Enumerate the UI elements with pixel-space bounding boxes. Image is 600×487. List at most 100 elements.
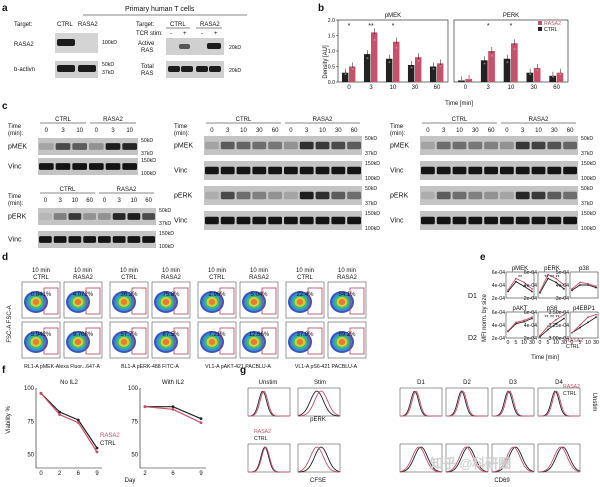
chart-b-xtick: 3 [487,85,491,91]
panel-a-group-rasa2: RASA2 [200,22,220,28]
blot-band [563,191,577,200]
chart-b-dot [536,69,539,72]
blot-band [484,216,498,225]
blot-row-label: pMEK [8,144,27,151]
panel-a-row-total: Total RAS [141,64,154,77]
blot-band [315,216,330,225]
blot-strip [420,186,578,205]
histogram-curve [247,390,290,417]
blot-band [347,166,361,175]
chart-e-ytick: 3.25e-04 [549,323,570,329]
blot-band [220,191,235,200]
chart-f-point [171,405,175,409]
chart-e-point [515,277,517,280]
blot-marker: 150kD [365,211,380,217]
histogram-curve [445,446,489,473]
blot-time-tick: 10 [76,128,83,134]
blot-band [452,191,467,200]
marker-a-100kd: 100kD [102,40,117,46]
histogram-col-label: D3 [509,380,517,386]
blot-band [468,166,483,175]
chart-e-point [523,281,525,284]
histogram-col-label: Stim [314,380,326,386]
blot-band [53,213,67,220]
chart-b-bar [465,78,473,82]
blot-time-tick: 60 [488,128,495,134]
histogram-curve [491,446,535,473]
chart-e-point [595,285,597,288]
blot-marker: 50kD [159,208,171,214]
blot-strip [420,136,578,155]
panel-d-letter: d [2,252,8,263]
chart-e-point [595,313,597,316]
blot-row-label: pMEK [390,143,409,150]
chart-e-point [587,284,589,286]
blot-time-tick: 10 [240,128,247,134]
blot-row-label: Vinc [390,218,404,225]
chart-e-point [523,320,525,323]
chart-e-xtick: 30 [561,340,567,346]
chart-e-title: pERK [544,266,560,272]
chart-e-point [547,277,549,280]
histogram-curve [247,446,290,473]
chart-e-point [531,317,533,320]
blot-marker: 150kD [581,211,596,217]
chart-b-dot [559,73,562,76]
chart-b-bar [533,68,541,82]
chart-f-point [39,391,43,395]
blot-band [531,191,546,200]
blot-time-tick: 0 [44,198,48,204]
chart-f-xtick: 9 [95,471,99,477]
blot-time-tick: 3 [442,128,446,134]
blot-band [563,166,577,175]
chart-e-line [571,281,597,290]
blot-a-rasa2 [55,33,98,53]
blot-band [112,213,126,220]
blot-row-label: Vinc [390,168,404,175]
blot-group-label: CTRL [452,117,468,123]
blot-band [39,236,52,243]
flow-gate [261,327,277,355]
chart-e-ytick: 3.50e-04 [549,310,570,316]
marker-a-37kd: 37kD [102,70,114,76]
flow-xlabel: VL1-A pAKT-421 PACBLU-A [205,364,271,370]
blot-marker: 37kD [581,151,593,157]
histogram-col-label: Unstim [259,380,278,386]
chart-e-point [507,289,509,292]
chart-f-title: No IL2 [60,380,78,386]
histogram-curve [297,446,341,473]
legend-b-rasa2: RASA2 [544,21,561,27]
flow-percent: 4.072% [73,292,94,298]
blot-band [484,141,498,150]
chart-e-title: pMEK [512,266,528,272]
chart-f-xtick: 9 [199,471,203,477]
blot-row-label: pERK [390,193,409,200]
chart-e-point [539,334,541,337]
chart-e-xtick: 10 [553,340,559,346]
histogram-col-label: D2 [463,380,471,386]
flow-col-label: 10 min [296,268,314,274]
chart-e-ytick: 2e-04 [524,336,537,342]
blot-time-label: Time [390,124,404,130]
flow-gate [349,327,365,355]
blot-band [127,213,141,220]
blot-band [220,216,235,225]
blot-time-tick: 10 [319,128,326,134]
chart-e-title: p38 [579,266,590,272]
chart-e-ytick: 4e-04 [524,323,537,329]
blot-group-label: RASA2 [103,117,123,123]
blot-band [347,141,361,150]
blot-group-label: CTRL [60,187,76,193]
histogram-curve [399,446,443,473]
chart-e-frame [537,311,567,339]
chart-e-point [595,316,597,319]
blot-row-label: pMEK [174,143,193,150]
chart-e-point [515,280,517,283]
flow-gate [85,327,101,355]
histogram-frame [297,443,341,473]
chart-b-bar [549,75,556,82]
blot-group-label: RASA2 [529,117,549,123]
chart-e-line [539,318,565,338]
chart-e-xtick: 5 [515,340,518,346]
flow-col-label-2: CTRL [209,275,225,281]
